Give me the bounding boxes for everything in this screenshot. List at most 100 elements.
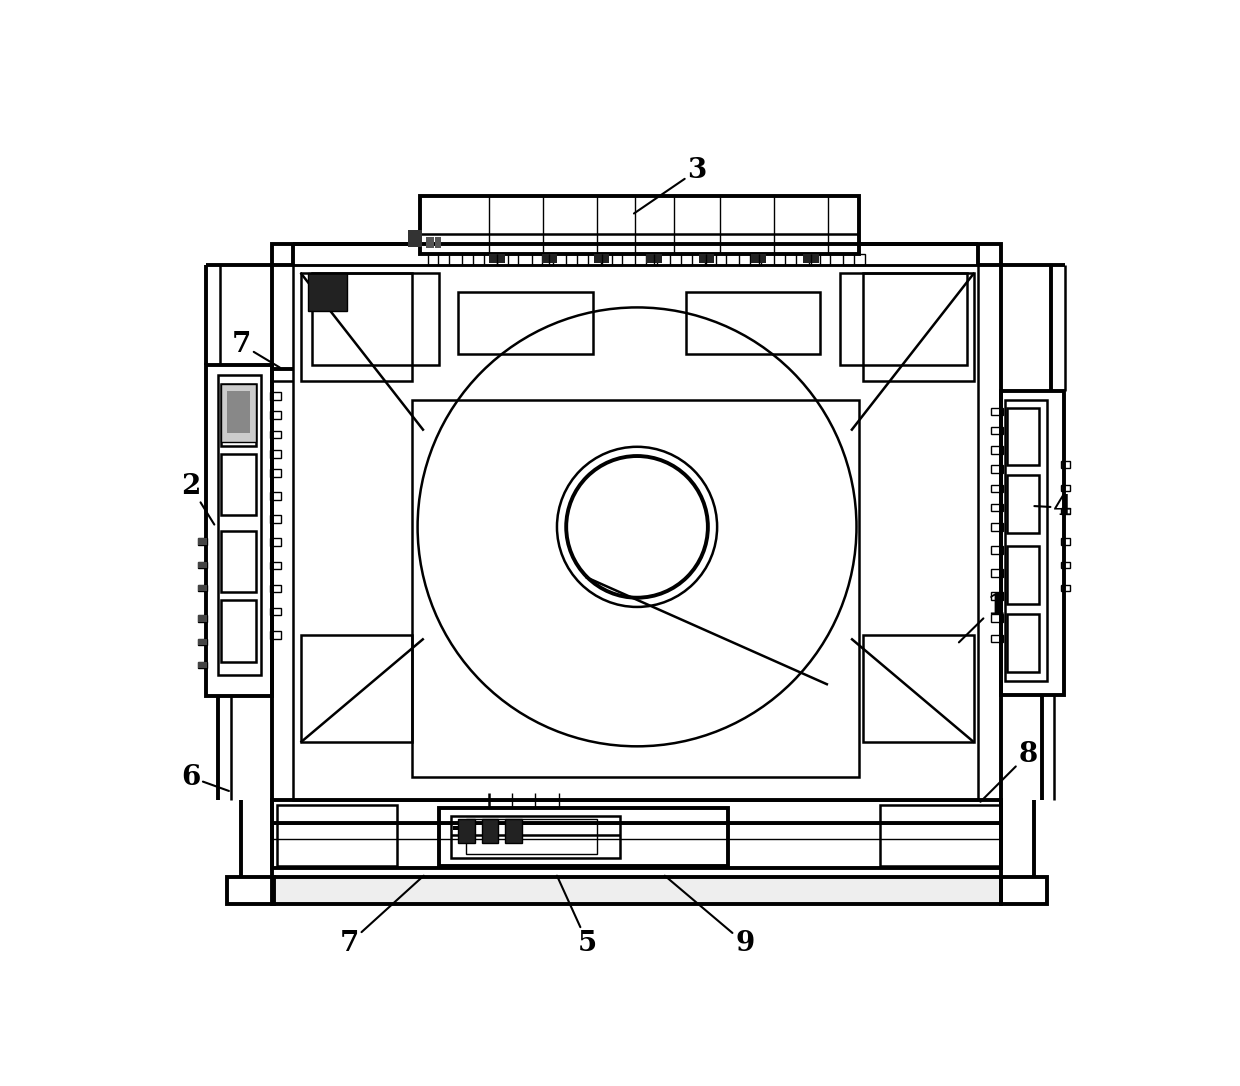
Bar	[270, 450, 281, 457]
Bar	[221, 384, 255, 446]
Bar	[270, 469, 281, 477]
Bar	[804, 253, 818, 263]
Bar	[272, 877, 1001, 905]
Bar	[439, 808, 728, 867]
Bar	[839, 273, 967, 365]
Bar	[481, 820, 498, 843]
Bar	[880, 805, 999, 867]
Bar	[278, 805, 397, 867]
Bar	[991, 592, 1003, 601]
Bar	[991, 407, 1003, 415]
Bar	[601, 253, 622, 265]
Bar	[221, 384, 255, 442]
Bar	[1007, 546, 1039, 604]
Bar	[270, 631, 281, 639]
Bar	[505, 820, 522, 843]
Bar	[227, 391, 250, 433]
Text: 7: 7	[232, 331, 280, 367]
Bar	[991, 484, 1003, 492]
Bar	[198, 616, 207, 621]
Bar	[270, 561, 281, 569]
Bar	[300, 273, 412, 380]
Bar	[420, 195, 859, 253]
Bar	[198, 639, 207, 645]
Bar	[198, 584, 207, 591]
Bar	[450, 816, 620, 858]
Bar	[198, 661, 207, 668]
Text: 4: 4	[1034, 494, 1073, 521]
Text: 6: 6	[181, 763, 229, 791]
Bar	[312, 273, 439, 365]
Bar	[221, 454, 255, 516]
Bar	[991, 504, 1003, 512]
Bar	[198, 584, 207, 591]
Bar	[453, 825, 458, 831]
Bar	[505, 820, 522, 843]
Bar	[532, 253, 553, 265]
Bar	[646, 253, 662, 263]
Bar	[843, 253, 866, 265]
Bar	[293, 265, 978, 800]
Bar	[686, 292, 821, 354]
Bar	[594, 253, 609, 263]
Bar	[408, 230, 422, 248]
Bar	[459, 820, 475, 843]
Bar	[1060, 484, 1070, 491]
Bar	[227, 877, 274, 905]
Bar	[221, 531, 255, 592]
Bar	[198, 561, 207, 568]
Bar	[808, 253, 831, 265]
Text: 9: 9	[665, 875, 754, 957]
Bar	[459, 292, 593, 354]
Bar	[459, 820, 475, 843]
Bar	[863, 634, 975, 743]
Text: 2: 2	[181, 472, 215, 525]
Bar	[1060, 584, 1070, 591]
Bar	[198, 539, 207, 544]
Bar	[1007, 614, 1039, 671]
Bar	[739, 253, 761, 265]
Bar	[428, 253, 449, 265]
Bar	[863, 273, 975, 380]
Bar	[991, 634, 1003, 643]
Bar	[1007, 476, 1039, 533]
Bar	[670, 253, 692, 265]
Bar	[490, 253, 505, 263]
Bar	[774, 253, 796, 265]
Bar	[1001, 391, 1064, 695]
Bar	[198, 661, 207, 668]
Bar	[542, 253, 557, 263]
Bar	[300, 634, 412, 743]
Bar	[567, 253, 588, 265]
Bar	[704, 253, 727, 265]
Bar	[1060, 507, 1070, 514]
Bar	[991, 614, 1003, 621]
Bar	[1060, 561, 1070, 568]
Bar	[427, 237, 434, 248]
Bar	[218, 375, 260, 675]
Bar	[270, 608, 281, 616]
Text: 7: 7	[340, 875, 424, 957]
Bar	[463, 253, 484, 265]
Bar	[1060, 462, 1070, 468]
Text: 5: 5	[557, 875, 598, 957]
Bar	[1001, 877, 1048, 905]
Text: 3: 3	[634, 156, 707, 214]
Bar	[1007, 407, 1039, 465]
Bar	[270, 516, 281, 523]
Bar	[272, 800, 1001, 868]
Bar	[198, 561, 207, 568]
Bar	[221, 384, 255, 442]
Bar	[206, 365, 272, 696]
Bar	[270, 584, 281, 592]
Bar	[272, 244, 1001, 823]
Bar	[991, 427, 1003, 434]
Bar	[221, 601, 255, 661]
Bar	[198, 539, 207, 544]
Text: 8: 8	[981, 741, 1038, 801]
Bar	[270, 492, 281, 500]
Bar	[1060, 539, 1070, 544]
Bar	[466, 820, 596, 854]
Bar	[991, 523, 1003, 531]
Bar	[198, 639, 207, 645]
